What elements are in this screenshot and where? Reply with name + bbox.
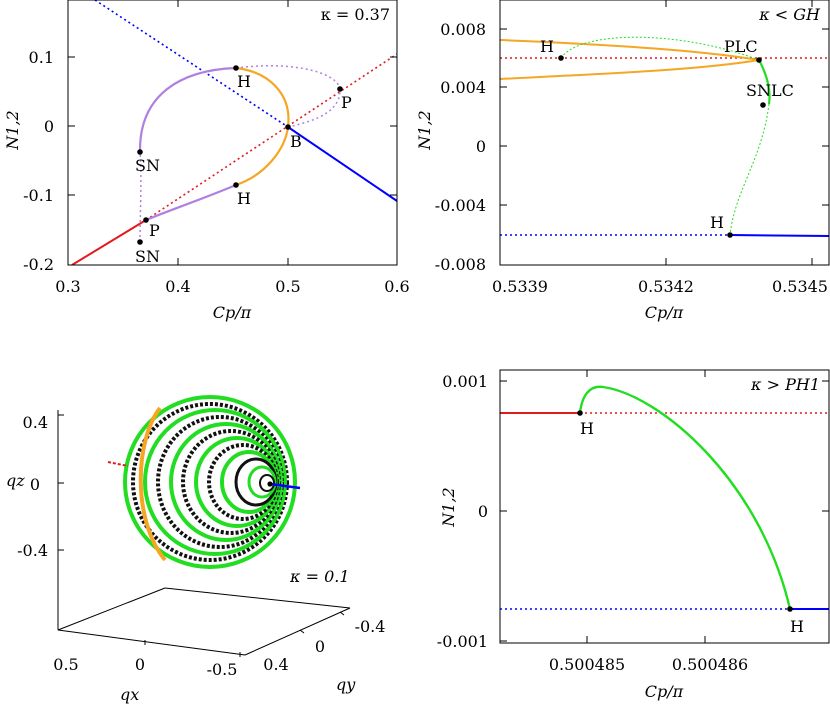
qx-tick-1: 0: [135, 655, 145, 674]
blue-solid-branch-tr: [729, 234, 829, 237]
xlabel-tl: Cp/π: [213, 303, 252, 322]
panel-top-left: 0.1 0 -0.1 -0.2 0.3 0.4 0.5 0.6 Cp/π N1,…: [3, 0, 410, 322]
qy-tick-2: -0.4: [355, 617, 386, 636]
orange-lower: [235, 126, 290, 187]
annotation-tr: κ < GH: [758, 5, 821, 24]
qz-label: qz: [6, 471, 25, 490]
qy-tick-1: 0: [315, 637, 325, 656]
panel-bottom-left: 0.4 0 -0.4 qz 0.5 0 -0.5 qx 0.4 0 -0.4 q…: [6, 395, 386, 704]
label-SN-upper: SN: [135, 156, 160, 175]
qz-tick-2: -0.4: [17, 541, 48, 560]
ytick-br-2: -0.001: [437, 632, 488, 651]
ytick-tr-4: -0.008: [435, 255, 486, 274]
label-B: B: [290, 132, 302, 151]
blue-dotted-branch: [94, 0, 289, 128]
annotation-bl: κ = 0.1: [289, 567, 350, 586]
frame-top-left: [67, 0, 398, 266]
green-curve-br: [578, 385, 792, 610]
xtick-tl-0: 0.3: [55, 277, 80, 296]
ylabel-br: N1,2: [439, 487, 458, 527]
ytick-tl-0: 0.1: [29, 48, 54, 67]
xtick-br-1: 0.500486: [672, 655, 748, 674]
label-H-tr-upper: H: [540, 37, 554, 56]
label-H-tr-lower: H: [710, 213, 724, 232]
points-tr: [558, 55, 766, 238]
xtick-tl-3: 0.6: [384, 277, 409, 296]
panel-top-right: 0.008 0.004 0 -0.004 -0.008 0.5339 0.534…: [415, 0, 830, 322]
frame-top-right: [499, 0, 830, 266]
purple-solid-lower: [145, 183, 237, 222]
xtick-tr-1: 0.5342: [638, 277, 694, 296]
ytick-tr-1: 0.004: [440, 78, 486, 97]
ytick-br-1: 0: [478, 502, 488, 521]
ytick-tr-2: 0: [476, 137, 486, 156]
label-P-lower: P: [149, 221, 160, 240]
label-SNLC: SNLC: [746, 81, 794, 100]
frame-bottom-right: [499, 369, 830, 644]
ytick-br-0: 0.001: [442, 372, 488, 391]
qy-tick-0: 0.4: [263, 655, 288, 674]
ytick-tl-3: -0.2: [23, 255, 54, 274]
label-H-upper: H: [237, 72, 251, 91]
xtick-tl-1: 0.4: [165, 277, 190, 296]
annotation-br: κ > PH1: [750, 375, 820, 394]
red-solid-branch: [71, 219, 147, 265]
sphere: [107, 395, 301, 569]
label-H-br-upper: H: [580, 419, 594, 438]
green-dotted-upper-tr: [560, 36, 760, 61]
points-br: [577, 410, 793, 612]
label-SN-lower: SN: [135, 247, 160, 266]
annotation-tl: κ = 0.37: [321, 5, 390, 24]
red-dotted-branch: [145, 53, 397, 221]
xlabel-tr: Cp/π: [645, 303, 684, 322]
purple-solid-upper: [138, 66, 237, 151]
label-H-lower: H: [237, 189, 251, 208]
ticks-top-right: [500, 0, 829, 265]
qx-label: qx: [120, 685, 139, 704]
green-solid-tr: [758, 59, 771, 105]
orange-upper: [235, 66, 290, 128]
xtick-tr-2: 0.5345: [772, 277, 828, 296]
ytick-tr-0: 0.008: [440, 20, 486, 39]
label-H-br-lower: H: [790, 617, 804, 636]
ytick-tl-1: 0: [44, 117, 54, 136]
xtick-tr-0: 0.5339: [492, 277, 548, 296]
ticks-bottom-right: [500, 370, 829, 643]
label-PLC: PLC: [724, 37, 758, 56]
green-dotted-lower-tr: [729, 103, 770, 236]
label-P-upper: P: [341, 93, 352, 112]
xtick-tl-2: 0.5: [275, 277, 300, 296]
base-box: [57, 587, 351, 657]
ylabel-tl: N1,2: [3, 110, 22, 150]
ticks-top-left: [68, 0, 397, 265]
qz-tick-1: 0: [30, 475, 40, 494]
xlabel-br: Cp/π: [645, 682, 684, 701]
blue-solid-branch: [287, 126, 397, 202]
ylabel-tr: N1,2: [415, 110, 434, 150]
xtick-br-0: 0.500485: [549, 655, 625, 674]
ytick-tr-3: -0.004: [435, 196, 486, 215]
ytick-tl-2: -0.1: [23, 186, 54, 205]
orange-upper-tr: [500, 39, 760, 61]
qz-tick-0: 0.4: [23, 413, 48, 432]
panel-bottom-right: 0.001 0 -0.001 0.500485 0.500486 Cp/π N1…: [437, 369, 830, 701]
qy-label: qy: [336, 675, 356, 694]
qx-tick-2: -0.5: [207, 660, 238, 679]
points-tl: [137, 65, 343, 245]
qx-tick-0: 0.5: [53, 655, 78, 674]
orange-lower-tr: [500, 59, 760, 80]
